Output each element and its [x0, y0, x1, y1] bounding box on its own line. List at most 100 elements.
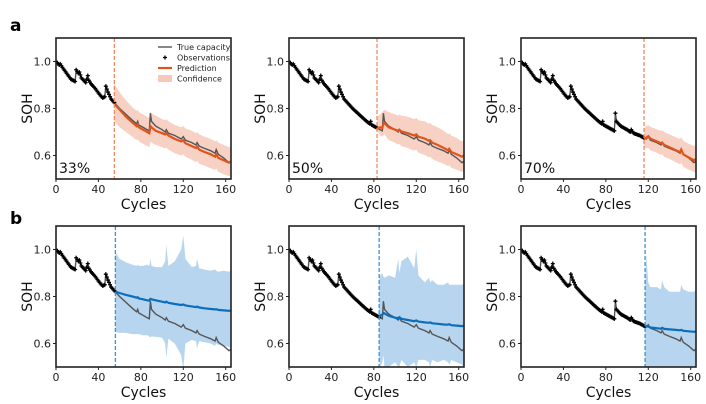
observation-marker	[84, 265, 89, 270]
observation-marker	[543, 261, 548, 266]
observation-marker	[317, 77, 322, 82]
observation-marker	[337, 275, 342, 280]
x-tick-label: 120	[638, 371, 659, 384]
observation-marker	[84, 77, 89, 82]
y-axis-label: SOH	[20, 93, 36, 123]
prediction-line	[115, 290, 231, 312]
observation-marker	[599, 309, 604, 314]
panel-b-1: 0 40 80 120 160 0.6 0.8 1.0 Cycles SOH	[20, 225, 236, 401]
observation-marker	[104, 87, 109, 92]
y-tick-label: 1.0	[499, 244, 517, 257]
observation-marker	[83, 80, 88, 85]
observation-marker	[600, 119, 605, 124]
x-tick-label: 40	[91, 183, 105, 196]
y-tick-label: 1.0	[499, 56, 517, 69]
observation-marker	[105, 278, 110, 283]
observation-marker	[572, 280, 577, 285]
observation-marker	[306, 79, 311, 84]
y-tick-label: 0.8	[34, 291, 52, 304]
observation-marker	[317, 265, 322, 270]
observation-marker	[570, 90, 575, 95]
observation-marker	[613, 299, 618, 304]
observation-marker	[600, 307, 605, 312]
legend-entry-label: True capacity	[176, 43, 231, 52]
observations	[521, 247, 648, 329]
observed-fraction-label: 33%	[59, 161, 90, 177]
observation-marker	[318, 73, 323, 78]
observation-marker	[102, 94, 107, 99]
x-axis-label: Cycles	[121, 197, 167, 213]
y-tick-label: 1.0	[267, 56, 285, 69]
x-tick-label: 120	[406, 183, 427, 196]
observation-marker	[341, 94, 346, 99]
observation-marker	[335, 282, 340, 287]
observation-marker	[573, 282, 578, 287]
observation-marker	[548, 80, 553, 85]
prediction-line	[378, 311, 464, 328]
observation-marker	[368, 119, 373, 124]
prediction-line	[376, 121, 464, 158]
x-tick-label: 40	[324, 371, 338, 384]
x-tick-label: 80	[367, 183, 381, 196]
observation-marker	[569, 87, 574, 92]
y-tick-label: 1.0	[34, 244, 52, 257]
confidence-band	[115, 235, 231, 367]
x-tick-label: 120	[173, 183, 194, 196]
observation-marker	[542, 70, 547, 75]
x-tick-label: 80	[134, 183, 148, 196]
x-tick-label: 160	[680, 183, 701, 196]
confidence-band	[379, 249, 464, 367]
x-tick-label: 160	[448, 371, 469, 384]
x-tick-label: 120	[638, 183, 659, 196]
observation-marker	[572, 92, 577, 97]
y-tick-label: 0.8	[267, 291, 285, 304]
y-tick-label: 0.8	[34, 103, 52, 116]
observation-marker	[338, 90, 343, 95]
observation-marker	[612, 128, 617, 133]
y-tick-label: 0.6	[34, 150, 52, 163]
observation-marker	[77, 258, 82, 263]
y-tick-label: 1.0	[34, 56, 52, 69]
observations	[56, 247, 118, 294]
observation-marker	[105, 90, 110, 95]
observation-marker	[367, 121, 372, 126]
panels-group: 0 40 80 120 160 0.6 0.8 1.0 Cycles SOH 33% True cap…	[20, 37, 701, 401]
panel-b-2: 0 40 80 120 160 0.6 0.8 1.0 Cycles SOH	[253, 225, 469, 401]
prediction-line	[644, 324, 696, 333]
x-tick-label: 40	[556, 183, 570, 196]
x-tick-label: 120	[173, 371, 194, 384]
observations	[289, 59, 380, 130]
observation-marker	[538, 79, 543, 84]
observation-marker	[341, 282, 346, 287]
x-tick-label: 0	[286, 371, 293, 384]
x-tick-label: 160	[680, 371, 701, 384]
observation-marker	[311, 261, 316, 266]
panel-a-2: 0 40 80 120 160 0.6 0.8 1.0 Cycles SOH 50%	[253, 37, 469, 213]
observation-marker	[73, 79, 78, 84]
y-tick-label: 0.6	[267, 150, 285, 163]
observation-marker	[85, 73, 90, 78]
observation-marker	[569, 275, 574, 280]
observation-marker	[336, 272, 341, 277]
x-tick-label: 0	[286, 183, 293, 196]
observation-marker	[568, 272, 573, 277]
row-label-a: a	[10, 16, 21, 36]
x-axis-label: Cycles	[354, 385, 400, 401]
observation-marker	[550, 73, 555, 78]
observation-marker	[77, 70, 82, 75]
confidence-band	[114, 83, 231, 177]
legend-observations-swatch	[163, 55, 167, 60]
observation-marker	[306, 267, 311, 272]
legend-entry-label: Prediction	[177, 64, 217, 73]
x-tick-label: 160	[448, 183, 469, 196]
observation-marker	[612, 316, 617, 321]
y-tick-label: 0.8	[267, 103, 285, 116]
observations	[521, 59, 647, 140]
x-tick-label: 40	[91, 371, 105, 384]
plot-area	[289, 247, 464, 367]
panel-b-3: 0 40 80 120 160 0.6 0.8 1.0 Cycles SOH	[485, 225, 701, 401]
x-tick-label: 0	[53, 371, 60, 384]
observation-marker	[83, 268, 88, 273]
observation-marker	[78, 73, 83, 78]
